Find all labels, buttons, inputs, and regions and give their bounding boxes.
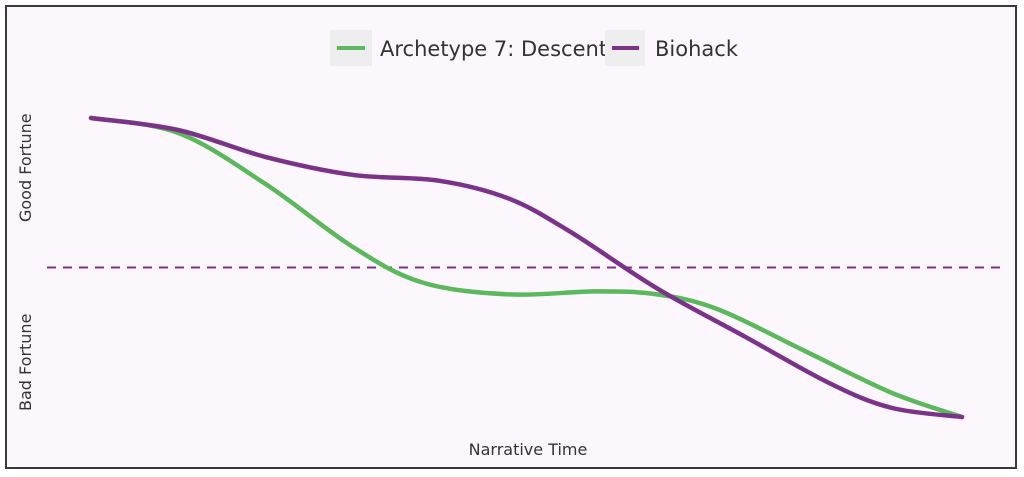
y-label-good-fortune: Good Fortune (16, 113, 35, 222)
x-axis-label: Narrative Time (469, 440, 588, 459)
y-label-bad-fortune: Bad Fortune (16, 314, 35, 411)
line-chart: Archetype 7: Descent Biohack Good Fortun… (16, 30, 1000, 459)
legend: Archetype 7: Descent Biohack (330, 30, 739, 66)
series-line-descent (88, 115, 965, 420)
legend-label-descent: Archetype 7: Descent (380, 37, 607, 61)
series-line-biohack (88, 115, 965, 420)
chart-frame: Archetype 7: Descent Biohack Good Fortun… (5, 5, 1017, 469)
legend-label-biohack: Biohack (655, 37, 739, 61)
